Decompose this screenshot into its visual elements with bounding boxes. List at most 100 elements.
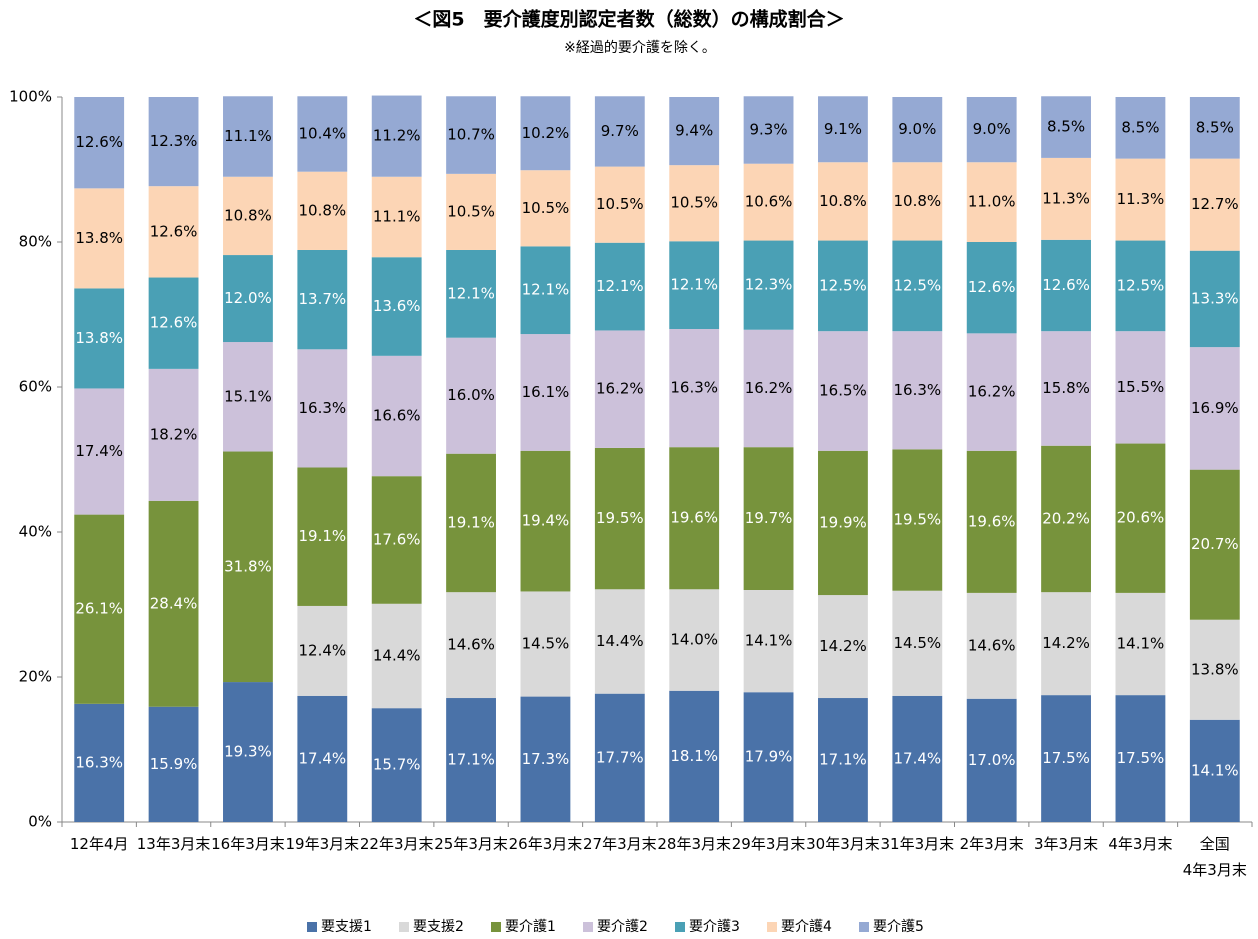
bar-segment — [446, 698, 496, 822]
bar-segment — [74, 288, 125, 389]
bar-segment — [223, 176, 273, 256]
bar-segment — [1189, 619, 1240, 720]
value-label: 19.1% — [298, 527, 346, 545]
bar-segment — [966, 97, 1017, 163]
bar-segment — [1115, 240, 1166, 332]
bar-segment — [446, 173, 496, 250]
bar-segment — [446, 249, 496, 338]
legend-swatch — [583, 922, 593, 932]
value-label: 10.8% — [893, 192, 941, 210]
bar-segment — [1115, 443, 1166, 593]
legend-swatch — [675, 922, 685, 932]
value-label: 14.5% — [522, 635, 570, 653]
value-label: 12.1% — [596, 277, 644, 295]
value-label: 10.5% — [447, 202, 495, 220]
value-label: 17.4% — [298, 749, 346, 767]
value-label: 12.4% — [298, 641, 346, 659]
legend-label: 要介護3 — [689, 919, 740, 935]
bar-segment — [892, 162, 943, 241]
value-label: 13.8% — [75, 329, 123, 347]
legend-swatch — [859, 922, 869, 932]
bar-segment — [1189, 97, 1240, 159]
value-label: 11.1% — [373, 207, 421, 225]
value-label: 13.7% — [298, 290, 346, 308]
value-label: 20.2% — [1042, 509, 1090, 527]
bar-segment — [669, 589, 720, 691]
bar-segment — [743, 692, 794, 822]
value-label: 17.1% — [447, 751, 495, 769]
bar-segment — [1115, 331, 1166, 444]
value-label: 12.6% — [150, 222, 198, 240]
legend-swatch — [307, 922, 317, 932]
value-label: 14.2% — [1042, 634, 1090, 652]
x-tick-label: 全国 4年3月末 — [1183, 835, 1247, 879]
bar-segment — [446, 337, 496, 454]
y-tick-label: 60% — [19, 378, 52, 396]
bar-segment — [1189, 347, 1240, 470]
legend-label: 要支援1 — [321, 919, 372, 935]
bar-segment — [594, 693, 645, 822]
value-label: 14.4% — [373, 646, 421, 664]
bar-segment — [1041, 592, 1091, 696]
value-label: 16.0% — [447, 386, 495, 404]
bar-segment — [1041, 239, 1091, 332]
value-label: 17.4% — [893, 749, 941, 767]
chart-title: ＜図5 要介護度別認定者数（総数）の構成割合＞ — [413, 8, 844, 31]
x-tick-label: 22年3月末 — [360, 835, 434, 853]
bar-segment — [743, 447, 794, 590]
value-label: 9.7% — [601, 122, 639, 140]
value-label: 10.8% — [224, 206, 272, 224]
x-tick-label: 3年3月末 — [1034, 835, 1098, 853]
legend-label: 要介護4 — [781, 919, 832, 935]
value-label: 11.3% — [1042, 189, 1090, 207]
bar-segment — [818, 162, 868, 241]
value-label: 12.5% — [819, 276, 867, 294]
value-label: 10.8% — [819, 192, 867, 210]
bar-segment — [297, 171, 348, 250]
bar-segment — [74, 188, 125, 289]
value-label: 11.3% — [1117, 190, 1165, 208]
bar-segment — [371, 603, 422, 709]
bar-segment — [520, 96, 571, 171]
value-label: 28.4% — [150, 594, 198, 612]
bar-segment — [966, 333, 1017, 451]
value-label: 15.9% — [150, 755, 198, 773]
value-label: 14.6% — [968, 636, 1016, 654]
value-label: 16.2% — [596, 380, 644, 398]
y-tick-label: 20% — [19, 668, 52, 686]
bar-segment — [223, 342, 273, 452]
value-label: 12.6% — [75, 133, 123, 151]
value-label: 15.1% — [224, 387, 272, 405]
value-label: 14.0% — [670, 631, 718, 649]
x-tick-label: 2年3月末 — [960, 835, 1024, 853]
value-label: 11.1% — [224, 127, 272, 145]
bar-segment — [594, 242, 645, 331]
bar-segment — [446, 96, 496, 174]
bar-segment — [1041, 445, 1091, 593]
value-label: 14.4% — [596, 632, 644, 650]
y-tick-label: 100% — [9, 88, 52, 106]
value-label: 16.3% — [75, 753, 123, 771]
value-label: 14.6% — [447, 636, 495, 654]
value-label: 12.0% — [224, 289, 272, 307]
bar-segment — [669, 447, 720, 590]
bar-segment — [892, 97, 943, 163]
x-tick-label: 30年3月末 — [806, 835, 880, 853]
value-label: 10.6% — [745, 193, 793, 211]
value-label: 17.5% — [1042, 749, 1090, 767]
bar-segment — [148, 97, 199, 187]
x-tick-label: 29年3月末 — [732, 835, 806, 853]
bar-segment — [1041, 157, 1091, 240]
value-label: 10.2% — [522, 124, 570, 142]
value-label: 9.0% — [898, 120, 936, 138]
bar-segment — [223, 451, 273, 683]
value-label: 12.6% — [968, 278, 1016, 296]
value-label: 13.6% — [373, 297, 421, 315]
bar-segment — [148, 706, 199, 822]
value-label: 18.2% — [150, 425, 198, 443]
bar-segment — [818, 450, 868, 596]
value-label: 10.5% — [596, 195, 644, 213]
bar-segment — [520, 334, 571, 451]
legend-label: 要支援2 — [413, 919, 464, 935]
bar-segment — [892, 590, 943, 696]
